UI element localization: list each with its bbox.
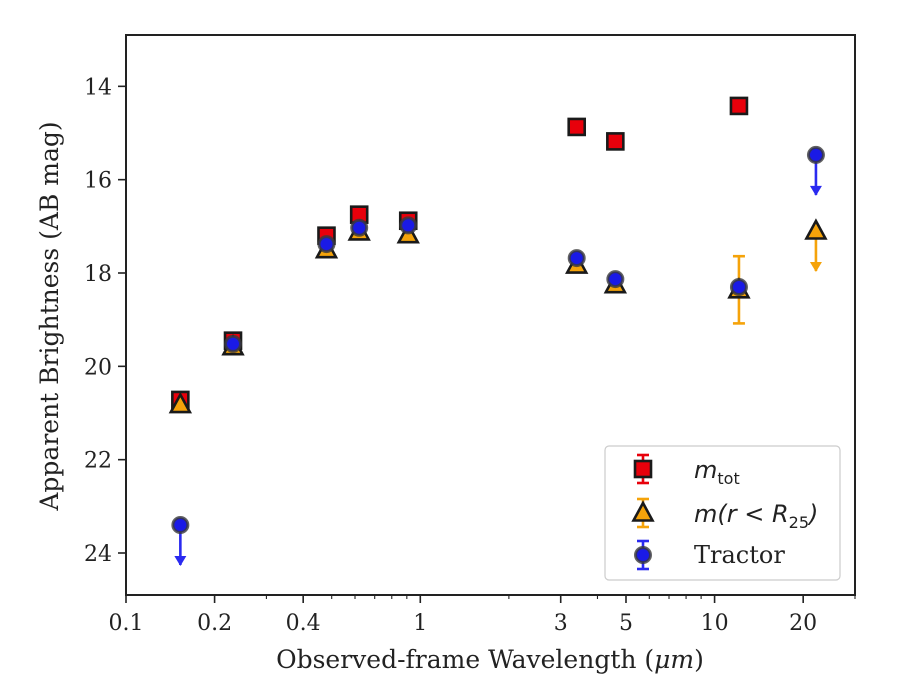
series-2 xyxy=(171,145,825,566)
data-point-square xyxy=(567,117,587,137)
data-point-circle xyxy=(806,145,825,164)
legend-label: m(r < R25) xyxy=(694,500,818,532)
data-point-circle xyxy=(399,216,418,235)
axes-frame xyxy=(125,34,856,596)
x-tick-label: 20 xyxy=(789,611,817,636)
x-axis-label: Observed-frame Wavelength (μm) xyxy=(276,645,704,674)
x-tick-label: 5 xyxy=(619,611,633,636)
data-point-circle xyxy=(350,218,369,237)
data-point-circle xyxy=(224,334,243,353)
y-axis-label: Apparent Brightness (AB mag) xyxy=(35,121,64,511)
data-point-square xyxy=(606,132,625,151)
y-tick-label: 22 xyxy=(84,449,112,474)
x-tick-label: 1 xyxy=(413,611,427,636)
data-point-circle xyxy=(606,270,625,289)
plot-area xyxy=(168,96,828,566)
legend-item-0: mtot xyxy=(633,453,740,488)
data-point-circle xyxy=(729,278,748,296)
y-tick-label: 20 xyxy=(84,355,112,380)
data-point-circle xyxy=(317,235,336,254)
data-point-triangle xyxy=(804,218,828,240)
upper-limit-arrow-head xyxy=(809,262,822,272)
y-tick-label: 18 xyxy=(84,262,112,287)
legend-box xyxy=(604,445,841,581)
data-point-square xyxy=(633,459,653,479)
upper-limit-arrow-head xyxy=(809,185,822,196)
x-tick-label: 0.1 xyxy=(109,611,144,636)
y-tick-label: 14 xyxy=(84,75,112,100)
legend-item-2: Tractor xyxy=(634,539,785,571)
legend-item-1: m(r < R25) xyxy=(631,497,818,532)
legend-label: Tractor xyxy=(694,541,785,569)
x-tick-label: 3 xyxy=(554,611,568,636)
y-tick-label: 24 xyxy=(84,542,112,567)
x-tick-label: 10 xyxy=(701,611,729,636)
axis-ticks: 0.1 0.2 0.4 1 3 5 10 20 14 16 18 20 22 24 xyxy=(84,75,856,636)
data-point-triangle xyxy=(168,391,193,414)
legend-label: mtot xyxy=(694,456,740,488)
data-point-circle xyxy=(171,516,190,534)
upper-limit-arrow-head xyxy=(174,556,187,566)
x-tick-label: 0.2 xyxy=(197,611,232,636)
data-point-circle xyxy=(634,546,652,564)
data-point-circle xyxy=(567,249,586,268)
y-tick-label: 16 xyxy=(84,169,112,194)
legend: mtot m(r < R25) Tractor xyxy=(604,445,841,581)
x-tick-label: 0.4 xyxy=(286,611,321,636)
data-point-square xyxy=(729,96,749,116)
data-point-triangle xyxy=(631,500,655,522)
